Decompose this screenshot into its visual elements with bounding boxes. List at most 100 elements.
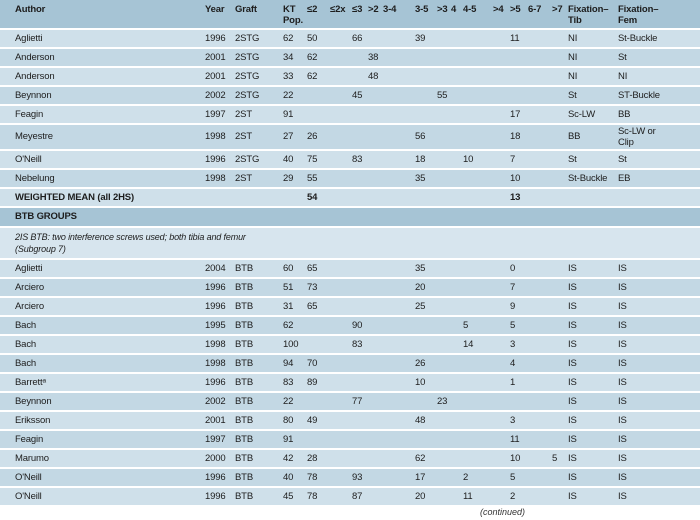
cell-gt5: 5 xyxy=(510,469,528,488)
cell-kt xyxy=(283,189,307,208)
cell-le3: 93 xyxy=(352,469,368,488)
cell-le2: 65 xyxy=(307,260,330,279)
cell-gt2 xyxy=(368,450,383,469)
cell-le3: 66 xyxy=(352,30,368,49)
cell-le2x xyxy=(330,279,352,298)
cell-le3 xyxy=(352,170,368,189)
cell-gt4 xyxy=(493,151,510,170)
cell-gt3: 23 xyxy=(437,393,451,412)
cell-r67 xyxy=(528,151,552,170)
cell-author: Beynnon xyxy=(0,87,205,106)
cell-gt3 xyxy=(437,49,451,68)
cell-author: Bach xyxy=(0,317,205,336)
cell-kt: 34 xyxy=(283,49,307,68)
cell-r35: 62 xyxy=(415,450,437,469)
cell-r67 xyxy=(528,170,552,189)
cell-author: Anderson xyxy=(0,68,205,87)
cell-le2x xyxy=(330,170,352,189)
cell-r45 xyxy=(463,87,493,106)
cell-gt2 xyxy=(368,412,383,431)
cell-le2x xyxy=(330,488,352,507)
cell-fixtib: BB xyxy=(568,125,618,151)
cell-le2x xyxy=(330,374,352,393)
cell-graft: BTB xyxy=(235,412,283,431)
cell-gt7 xyxy=(552,170,568,189)
cell-r35: 39 xyxy=(415,30,437,49)
cell-r45 xyxy=(463,68,493,87)
cell-le3 xyxy=(352,125,368,151)
cell-year: 1998 xyxy=(205,336,235,355)
cell-graft: BTB xyxy=(235,317,283,336)
cell-fixtib: IS xyxy=(568,393,618,412)
cell-graft: BTB xyxy=(235,279,283,298)
cell-r67 xyxy=(528,317,552,336)
cell-fixfem: NI xyxy=(618,68,700,87)
cell-gt5: 11 xyxy=(510,30,528,49)
cell-gt3 xyxy=(437,374,451,393)
cell-gt4 xyxy=(493,374,510,393)
cell-r34 xyxy=(383,374,415,393)
cell-author: Arciero xyxy=(0,279,205,298)
study-row: Anderson 2001 2STG 33 62 48 NI NI xyxy=(0,68,700,87)
cell-kt: 40 xyxy=(283,469,307,488)
cell-fixfem: IS xyxy=(618,298,700,317)
cell-year: 1997 xyxy=(205,431,235,450)
cell-fixfem: St xyxy=(618,151,700,170)
cell-year: 2002 xyxy=(205,393,235,412)
cell-fixtib: St xyxy=(568,151,618,170)
cell-le2x xyxy=(330,125,352,151)
cell-r34 xyxy=(383,189,415,208)
cell-le2x xyxy=(330,393,352,412)
cell-year xyxy=(205,189,235,208)
cell-year: 2001 xyxy=(205,49,235,68)
cell-gt4 xyxy=(493,125,510,151)
cell-r34 xyxy=(383,68,415,87)
cell-r45 xyxy=(463,106,493,125)
cell-r35: 17 xyxy=(415,469,437,488)
cell-author: Marumo xyxy=(0,450,205,469)
cell-gt5: 4 xyxy=(510,355,528,374)
cell-r67 xyxy=(528,68,552,87)
cell-gt2 xyxy=(368,279,383,298)
cell-r67 xyxy=(528,125,552,151)
cell-gt2 xyxy=(368,431,383,450)
continued-note: (continued) xyxy=(480,507,526,517)
cell-gt2 xyxy=(368,355,383,374)
cell-r45 xyxy=(463,30,493,49)
cell-gt5: 11 xyxy=(510,431,528,450)
cell-gt3 xyxy=(437,336,451,355)
cell-graft: BTB xyxy=(235,336,283,355)
cell-gt3 xyxy=(437,260,451,279)
cell-r35: 56 xyxy=(415,125,437,151)
cell-gt7 xyxy=(552,469,568,488)
cell-r34 xyxy=(383,49,415,68)
cell-gt5: 5 xyxy=(510,317,528,336)
cell-r4 xyxy=(451,469,463,488)
cell-year: 1996 xyxy=(205,469,235,488)
cell-r35: 20 xyxy=(415,488,437,507)
section-band-row: BTB GROUPS xyxy=(0,208,700,228)
cell-le2x xyxy=(330,68,352,87)
cell-fixfem: IS xyxy=(618,469,700,488)
cell-author: Anderson xyxy=(0,49,205,68)
cell-r35 xyxy=(415,106,437,125)
table-body: Aglietti 1996 2STG 62 50 66 39 11 NI St-Buckle And… xyxy=(0,30,700,507)
cell-r35: 48 xyxy=(415,412,437,431)
cell-gt4 xyxy=(493,30,510,49)
cell-r4 xyxy=(451,151,463,170)
cell-fixtib: IS xyxy=(568,469,618,488)
cell-author: Barrettᵃ xyxy=(0,374,205,393)
cell-gt7: 5 xyxy=(552,450,568,469)
cell-r45: 11 xyxy=(463,488,493,507)
cell-gt4 xyxy=(493,431,510,450)
column-header-graft: Graft xyxy=(235,0,283,30)
cell-kt: 22 xyxy=(283,393,307,412)
cell-gt2 xyxy=(368,469,383,488)
cell-r45: 2 xyxy=(463,469,493,488)
cell-kt: 31 xyxy=(283,298,307,317)
cell-le3 xyxy=(352,431,368,450)
cell-le3 xyxy=(352,374,368,393)
cell-gt5: 10 xyxy=(510,170,528,189)
cell-gt4 xyxy=(493,170,510,189)
cell-gt7 xyxy=(552,431,568,450)
